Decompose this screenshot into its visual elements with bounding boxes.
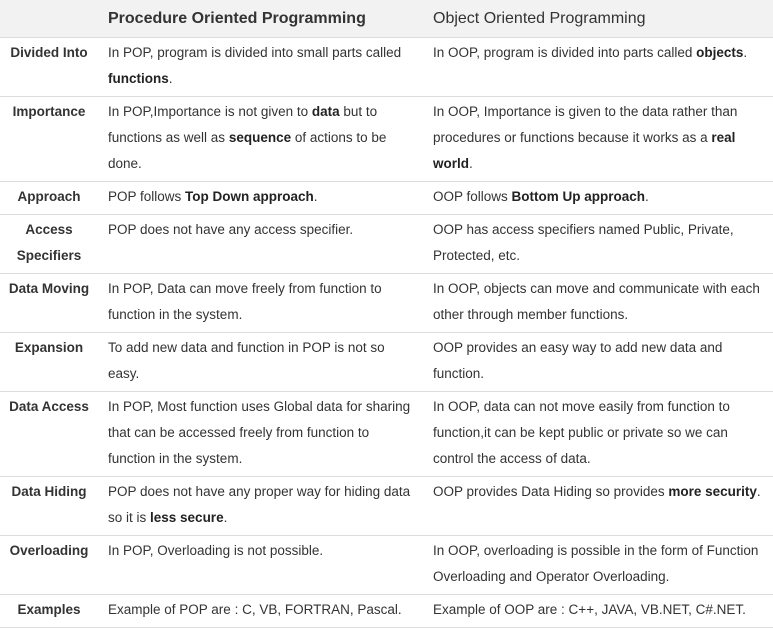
oop-cell: Example of OOP are : C++, JAVA, VB.NET, … bbox=[423, 594, 773, 628]
table-row: Data Hiding POP does not have any proper … bbox=[0, 476, 773, 536]
cell-text: . bbox=[469, 156, 473, 171]
table-row: Data Access In POP, Most function uses Gl… bbox=[0, 391, 773, 477]
cell-text: OOP provides Data Hiding so provides bbox=[433, 484, 669, 499]
cell-text: In OOP, overloading is possible in the f… bbox=[433, 543, 759, 584]
pop-cell: Example of POP are : C, VB, FORTRAN, Pas… bbox=[98, 594, 423, 628]
emphasis-text: less secure bbox=[150, 510, 224, 525]
cell-text: POP does not have any access specifier. bbox=[108, 222, 354, 237]
cell-text: Example of POP are : C, VB, FORTRAN, Pas… bbox=[108, 602, 402, 617]
cell-text: In POP, program is divided into small pa… bbox=[108, 45, 402, 60]
oop-cell: OOP has access specifiers named Public, … bbox=[423, 214, 773, 274]
pop-cell: POP does not have any proper way for hid… bbox=[98, 476, 423, 536]
emphasis-text: objects bbox=[696, 45, 744, 60]
cell-text: of actions to be done. bbox=[108, 130, 387, 171]
table-row: Access Specifiers POP does not have any a… bbox=[0, 214, 773, 274]
cell-text: In POP, Overloading is not possible. bbox=[108, 543, 324, 558]
emphasis-text: Bottom Up approach bbox=[511, 189, 646, 204]
oop-cell: In OOP, objects can move and communicate… bbox=[423, 273, 773, 333]
cell-text: . bbox=[223, 510, 228, 525]
emphasis-text: real world bbox=[433, 130, 736, 171]
cell-text: To add new data and function in POP is n… bbox=[108, 340, 385, 381]
row-label: Divided Into bbox=[0, 37, 98, 97]
row-label: Data Moving bbox=[0, 273, 98, 333]
table-row: Importance In POP,Importance is not given… bbox=[0, 96, 773, 182]
row-label: Overloading bbox=[0, 535, 98, 595]
header-oop: Object Oriented Programming bbox=[423, 0, 773, 38]
pop-cell: In POP,Importance is not given to data b… bbox=[98, 96, 423, 182]
pop-cell: POP does not have any access specifier. bbox=[98, 214, 423, 274]
cell-text: In POP, Data can move freely from functi… bbox=[108, 281, 382, 322]
pop-cell: To add new data and function in POP is n… bbox=[98, 332, 423, 392]
cell-text: In OOP, program is divided into parts ca… bbox=[433, 45, 697, 60]
cell-text: POP follows bbox=[108, 189, 186, 204]
table-row: Expansion To add new data and function in… bbox=[0, 332, 773, 392]
pop-cell: In POP, program is divided into small pa… bbox=[98, 37, 423, 97]
emphasis-text: Top Down approach bbox=[185, 189, 314, 204]
cell-text: . bbox=[313, 189, 318, 204]
table-body: Divided Into In POP, program is divided i… bbox=[0, 37, 773, 628]
cell-text: . bbox=[743, 45, 748, 60]
oop-cell: In OOP, overloading is possible in the f… bbox=[423, 535, 773, 595]
table-row: Overloading In POP, Overloading is not po… bbox=[0, 535, 773, 595]
pop-cell: In POP, Most function uses Global data f… bbox=[98, 391, 423, 477]
emphasis-text: sequence bbox=[228, 130, 292, 145]
emphasis-text: functions bbox=[108, 71, 169, 86]
row-label: Approach bbox=[0, 181, 98, 215]
row-label: Examples bbox=[0, 594, 98, 628]
oop-cell: OOP provides Data Hiding so provides mor… bbox=[423, 476, 773, 536]
pop-cell: POP follows Top Down approach. bbox=[98, 181, 423, 215]
emphasis-text: more security bbox=[668, 484, 757, 499]
cell-text: In POP,Importance is not given to bbox=[108, 104, 312, 119]
row-label: Importance bbox=[0, 96, 98, 182]
cell-text: In OOP, Importance is given to the data … bbox=[433, 104, 738, 145]
cell-text: Example of OOP are : C++, JAVA, VB.NET, … bbox=[433, 602, 746, 617]
pop-cell: In POP, Overloading is not possible. bbox=[98, 535, 423, 595]
table-row: Divided Into In POP, program is divided i… bbox=[0, 37, 773, 97]
oop-cell: In OOP, program is divided into parts ca… bbox=[423, 37, 773, 97]
cell-text: . bbox=[645, 189, 649, 204]
cell-text: OOP has access specifiers named Public, … bbox=[433, 222, 734, 263]
oop-cell: OOP provides an easy way to add new data… bbox=[423, 332, 773, 392]
pop-cell: In POP, Data can move freely from functi… bbox=[98, 273, 423, 333]
row-label: Data Hiding bbox=[0, 476, 98, 536]
table-row: Examples Example of POP are : C, VB, FORT… bbox=[0, 594, 773, 628]
table-row: Approach POP follows Top Down approach. OO… bbox=[0, 181, 773, 215]
cell-text: OOP provides an easy way to add new data… bbox=[433, 340, 723, 381]
cell-text: In OOP, objects can move and communicate… bbox=[433, 281, 760, 322]
row-label: Data Access bbox=[0, 391, 98, 477]
oop-cell: OOP follows Bottom Up approach. bbox=[423, 181, 773, 215]
header-pop: Procedure Oriented Programming bbox=[98, 0, 423, 38]
oop-cell: In OOP, data can not move easily from fu… bbox=[423, 391, 773, 477]
row-label: Expansion bbox=[0, 332, 98, 392]
table-row: Data Moving In POP, Data can move freely … bbox=[0, 273, 773, 333]
cell-text: OOP follows bbox=[433, 189, 512, 204]
cell-text: In POP, Most function uses Global data f… bbox=[108, 399, 411, 466]
cell-text: In OOP, data can not move easily from fu… bbox=[433, 399, 730, 466]
row-label: Access Specifiers bbox=[0, 214, 98, 274]
cell-text: . bbox=[168, 71, 173, 86]
header-row: Procedure Oriented Programming Object Or… bbox=[0, 0, 773, 38]
cell-text: but to functions as well as bbox=[108, 104, 378, 145]
header-corner bbox=[0, 0, 98, 38]
oop-cell: In OOP, Importance is given to the data … bbox=[423, 96, 773, 182]
emphasis-text: data bbox=[311, 104, 340, 119]
cell-text: . bbox=[756, 484, 761, 499]
cell-text: POP does not have any proper way for hid… bbox=[108, 484, 411, 525]
